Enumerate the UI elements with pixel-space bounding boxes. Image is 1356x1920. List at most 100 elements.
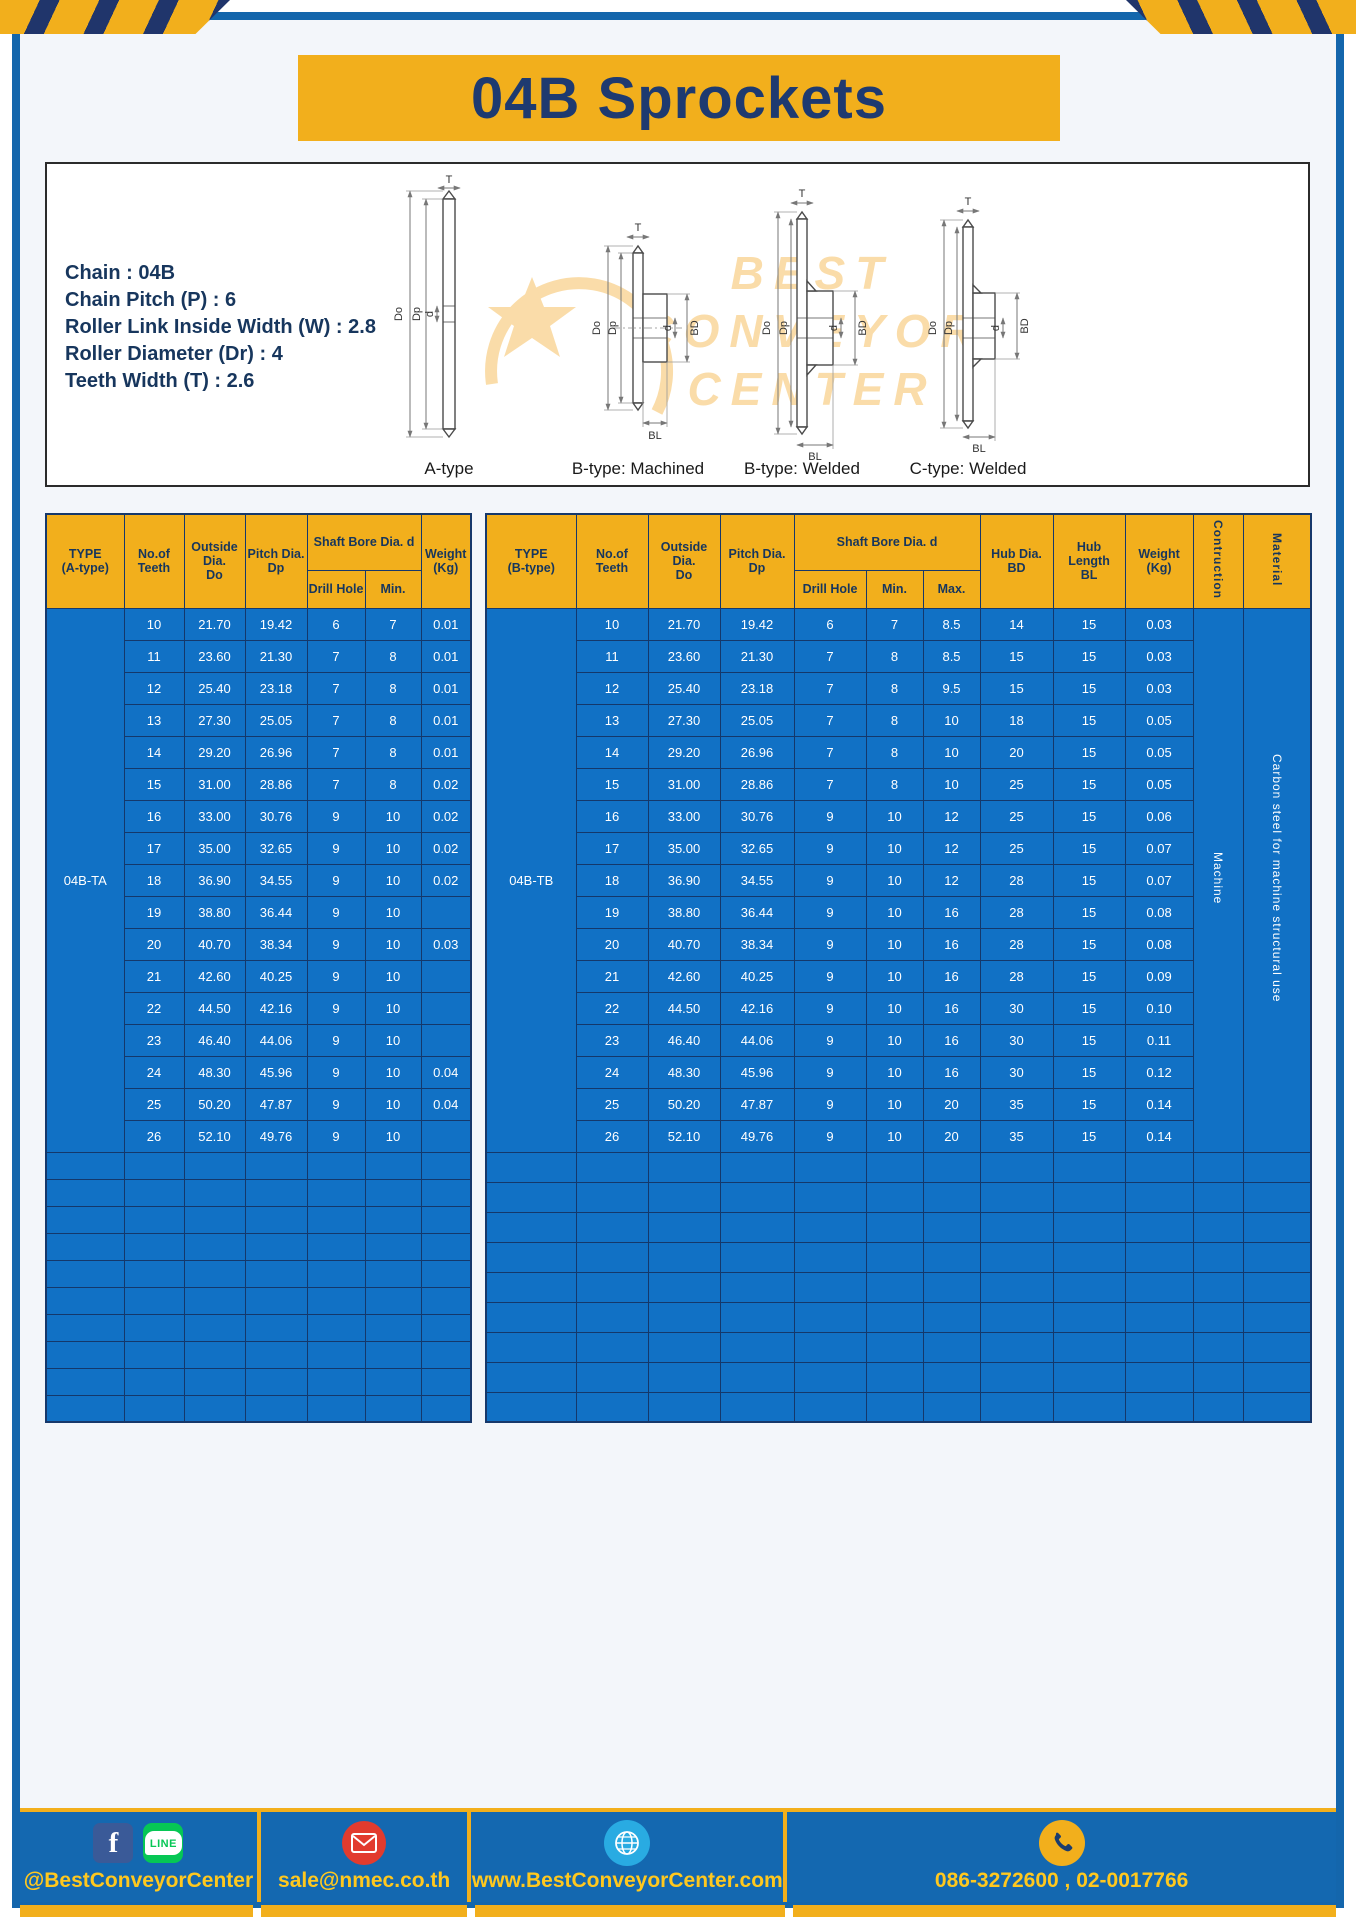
footer-website[interactable]: www.BestConveyorCenter.com bbox=[471, 1869, 783, 1892]
table-cell: 50.20 bbox=[183, 1087, 246, 1121]
table-cell: 0.01 bbox=[420, 703, 472, 737]
empty-cell bbox=[865, 1331, 924, 1363]
col-header-type: TYPE (B-type) bbox=[485, 513, 577, 609]
dim-label-do: Do bbox=[591, 321, 603, 335]
dim-label-d: d bbox=[424, 311, 436, 317]
table-cell: 10 bbox=[865, 959, 924, 993]
table-row: 13 27.30 25.05 7 8 0.01 bbox=[46, 703, 472, 737]
table-cell: 25.40 bbox=[647, 671, 721, 705]
spec-line-teeth-width: Teeth Width (T) : 2.6 bbox=[65, 370, 255, 392]
drawing-c-type-welded: T Do Dp d BD bbox=[927, 196, 1031, 455]
table-cell: 33.00 bbox=[647, 799, 721, 833]
table-cell: 30.76 bbox=[244, 799, 308, 833]
line-icon[interactable]: LINE bbox=[143, 1823, 184, 1863]
empty-cell bbox=[1192, 1391, 1244, 1423]
table-cell: 36.90 bbox=[647, 863, 721, 897]
dim-label-bl: BL bbox=[972, 443, 985, 455]
table-cell: 16 bbox=[922, 927, 981, 961]
empty-cell bbox=[123, 1313, 185, 1342]
empty-cell bbox=[123, 1394, 185, 1423]
table-row: 15 31.00 28.86 7 8 0.02 bbox=[46, 767, 472, 801]
empty-cell bbox=[306, 1394, 366, 1423]
email-icon[interactable] bbox=[342, 1821, 387, 1865]
table-cell: 18 bbox=[123, 863, 185, 897]
footer-email[interactable]: sale@nmec.co.th bbox=[278, 1869, 451, 1892]
table-cell: 10 bbox=[575, 607, 649, 641]
empty-row bbox=[45, 1259, 472, 1288]
empty-row bbox=[45, 1205, 472, 1234]
footer-line-id[interactable]: @BestConveyorCenter bbox=[23, 1869, 254, 1892]
table-cell: 38.34 bbox=[719, 927, 795, 961]
table-cell: 9 bbox=[306, 863, 366, 897]
globe-icon[interactable] bbox=[604, 1820, 651, 1866]
empty-cell bbox=[244, 1394, 308, 1423]
table-cell: 9 bbox=[306, 927, 366, 961]
empty-cell bbox=[485, 1301, 577, 1333]
table-cell: 30 bbox=[979, 1055, 1054, 1089]
table-cell: 9.5 bbox=[922, 671, 981, 705]
empty-cell bbox=[719, 1301, 795, 1333]
brand-watermark: BEST CONVEYOR CENTER bbox=[485, 247, 974, 415]
table-cell: 15 bbox=[1052, 1055, 1126, 1089]
table-cell: 34.55 bbox=[244, 863, 308, 897]
table-cell: 19.42 bbox=[244, 607, 308, 641]
table-cell: 8 bbox=[865, 703, 924, 737]
empty-cell bbox=[719, 1241, 795, 1273]
dim-label-t: T bbox=[446, 174, 453, 186]
empty-cell bbox=[244, 1178, 308, 1207]
empty-cell bbox=[244, 1286, 308, 1315]
table-cell: 8 bbox=[865, 735, 924, 769]
empty-row bbox=[45, 1340, 472, 1369]
table-cell: 26.96 bbox=[244, 735, 308, 769]
empty-cell bbox=[244, 1367, 308, 1396]
empty-cell bbox=[485, 1391, 577, 1423]
empty-cell bbox=[1052, 1151, 1126, 1183]
empty-cell bbox=[647, 1301, 721, 1333]
empty-cell bbox=[306, 1367, 366, 1396]
table-cell: 0.05 bbox=[1124, 767, 1194, 801]
table-cell: 0.11 bbox=[1124, 1023, 1194, 1057]
footer-section-email: sale@nmec.co.th bbox=[256, 1812, 468, 1902]
table-cell: 15 bbox=[123, 767, 185, 801]
table-cell: 25 bbox=[123, 1087, 185, 1121]
table-cell: 10 bbox=[123, 607, 185, 641]
table-cell: 10 bbox=[364, 1055, 422, 1089]
table-cell: 0.02 bbox=[420, 767, 472, 801]
empty-cell bbox=[575, 1331, 649, 1363]
table-cell: 10 bbox=[865, 1087, 924, 1121]
table-cell: 10 bbox=[865, 927, 924, 961]
empty-cell bbox=[979, 1151, 1054, 1183]
table-cell: 19.42 bbox=[719, 607, 795, 641]
empty-cell bbox=[420, 1340, 472, 1369]
empty-row bbox=[485, 1361, 1312, 1393]
dim-label-d: d bbox=[662, 325, 674, 331]
table-cell: 20 bbox=[922, 1087, 981, 1121]
table-cell: 52.10 bbox=[183, 1119, 246, 1153]
table-cell: 15 bbox=[1052, 767, 1126, 801]
empty-cell bbox=[364, 1394, 422, 1423]
dim-label-d: d bbox=[828, 325, 840, 331]
empty-cell bbox=[45, 1394, 125, 1423]
empty-cell bbox=[1124, 1181, 1194, 1213]
table-cell: 0.01 bbox=[420, 735, 472, 769]
table-cell: 36.90 bbox=[183, 863, 246, 897]
table-row: 25 50.20 47.87 9 10 0.04 bbox=[46, 1087, 472, 1121]
empty-cell bbox=[123, 1340, 185, 1369]
empty-cell bbox=[364, 1151, 422, 1180]
table-row: 22 44.50 42.16 9 10 bbox=[46, 991, 472, 1025]
table-cell: 45.96 bbox=[244, 1055, 308, 1089]
empty-cell bbox=[575, 1181, 649, 1213]
col-header-shaft-bore: Shaft Bore Dia. d bbox=[306, 513, 422, 571]
table-cell: 19 bbox=[575, 895, 649, 929]
table-row: 17 35.00 32.65 9 10 0.02 bbox=[46, 831, 472, 865]
footer-phone-numbers[interactable]: 086-3272600 , 02-0017766 bbox=[934, 1869, 1189, 1892]
facebook-icon[interactable]: f bbox=[93, 1823, 134, 1863]
table-cell: 20 bbox=[575, 927, 649, 961]
empty-cell bbox=[1124, 1271, 1194, 1303]
table-row: 15 31.00 28.86 7 8 10 25 15 0.05 bbox=[486, 767, 1311, 801]
empty-cell bbox=[979, 1301, 1054, 1333]
empty-cell bbox=[922, 1181, 981, 1213]
table-row: 20 40.70 38.34 9 10 16 28 15 0.08 bbox=[486, 927, 1311, 961]
table-cell: 0.07 bbox=[1124, 831, 1194, 865]
phone-icon[interactable] bbox=[1038, 1820, 1085, 1866]
